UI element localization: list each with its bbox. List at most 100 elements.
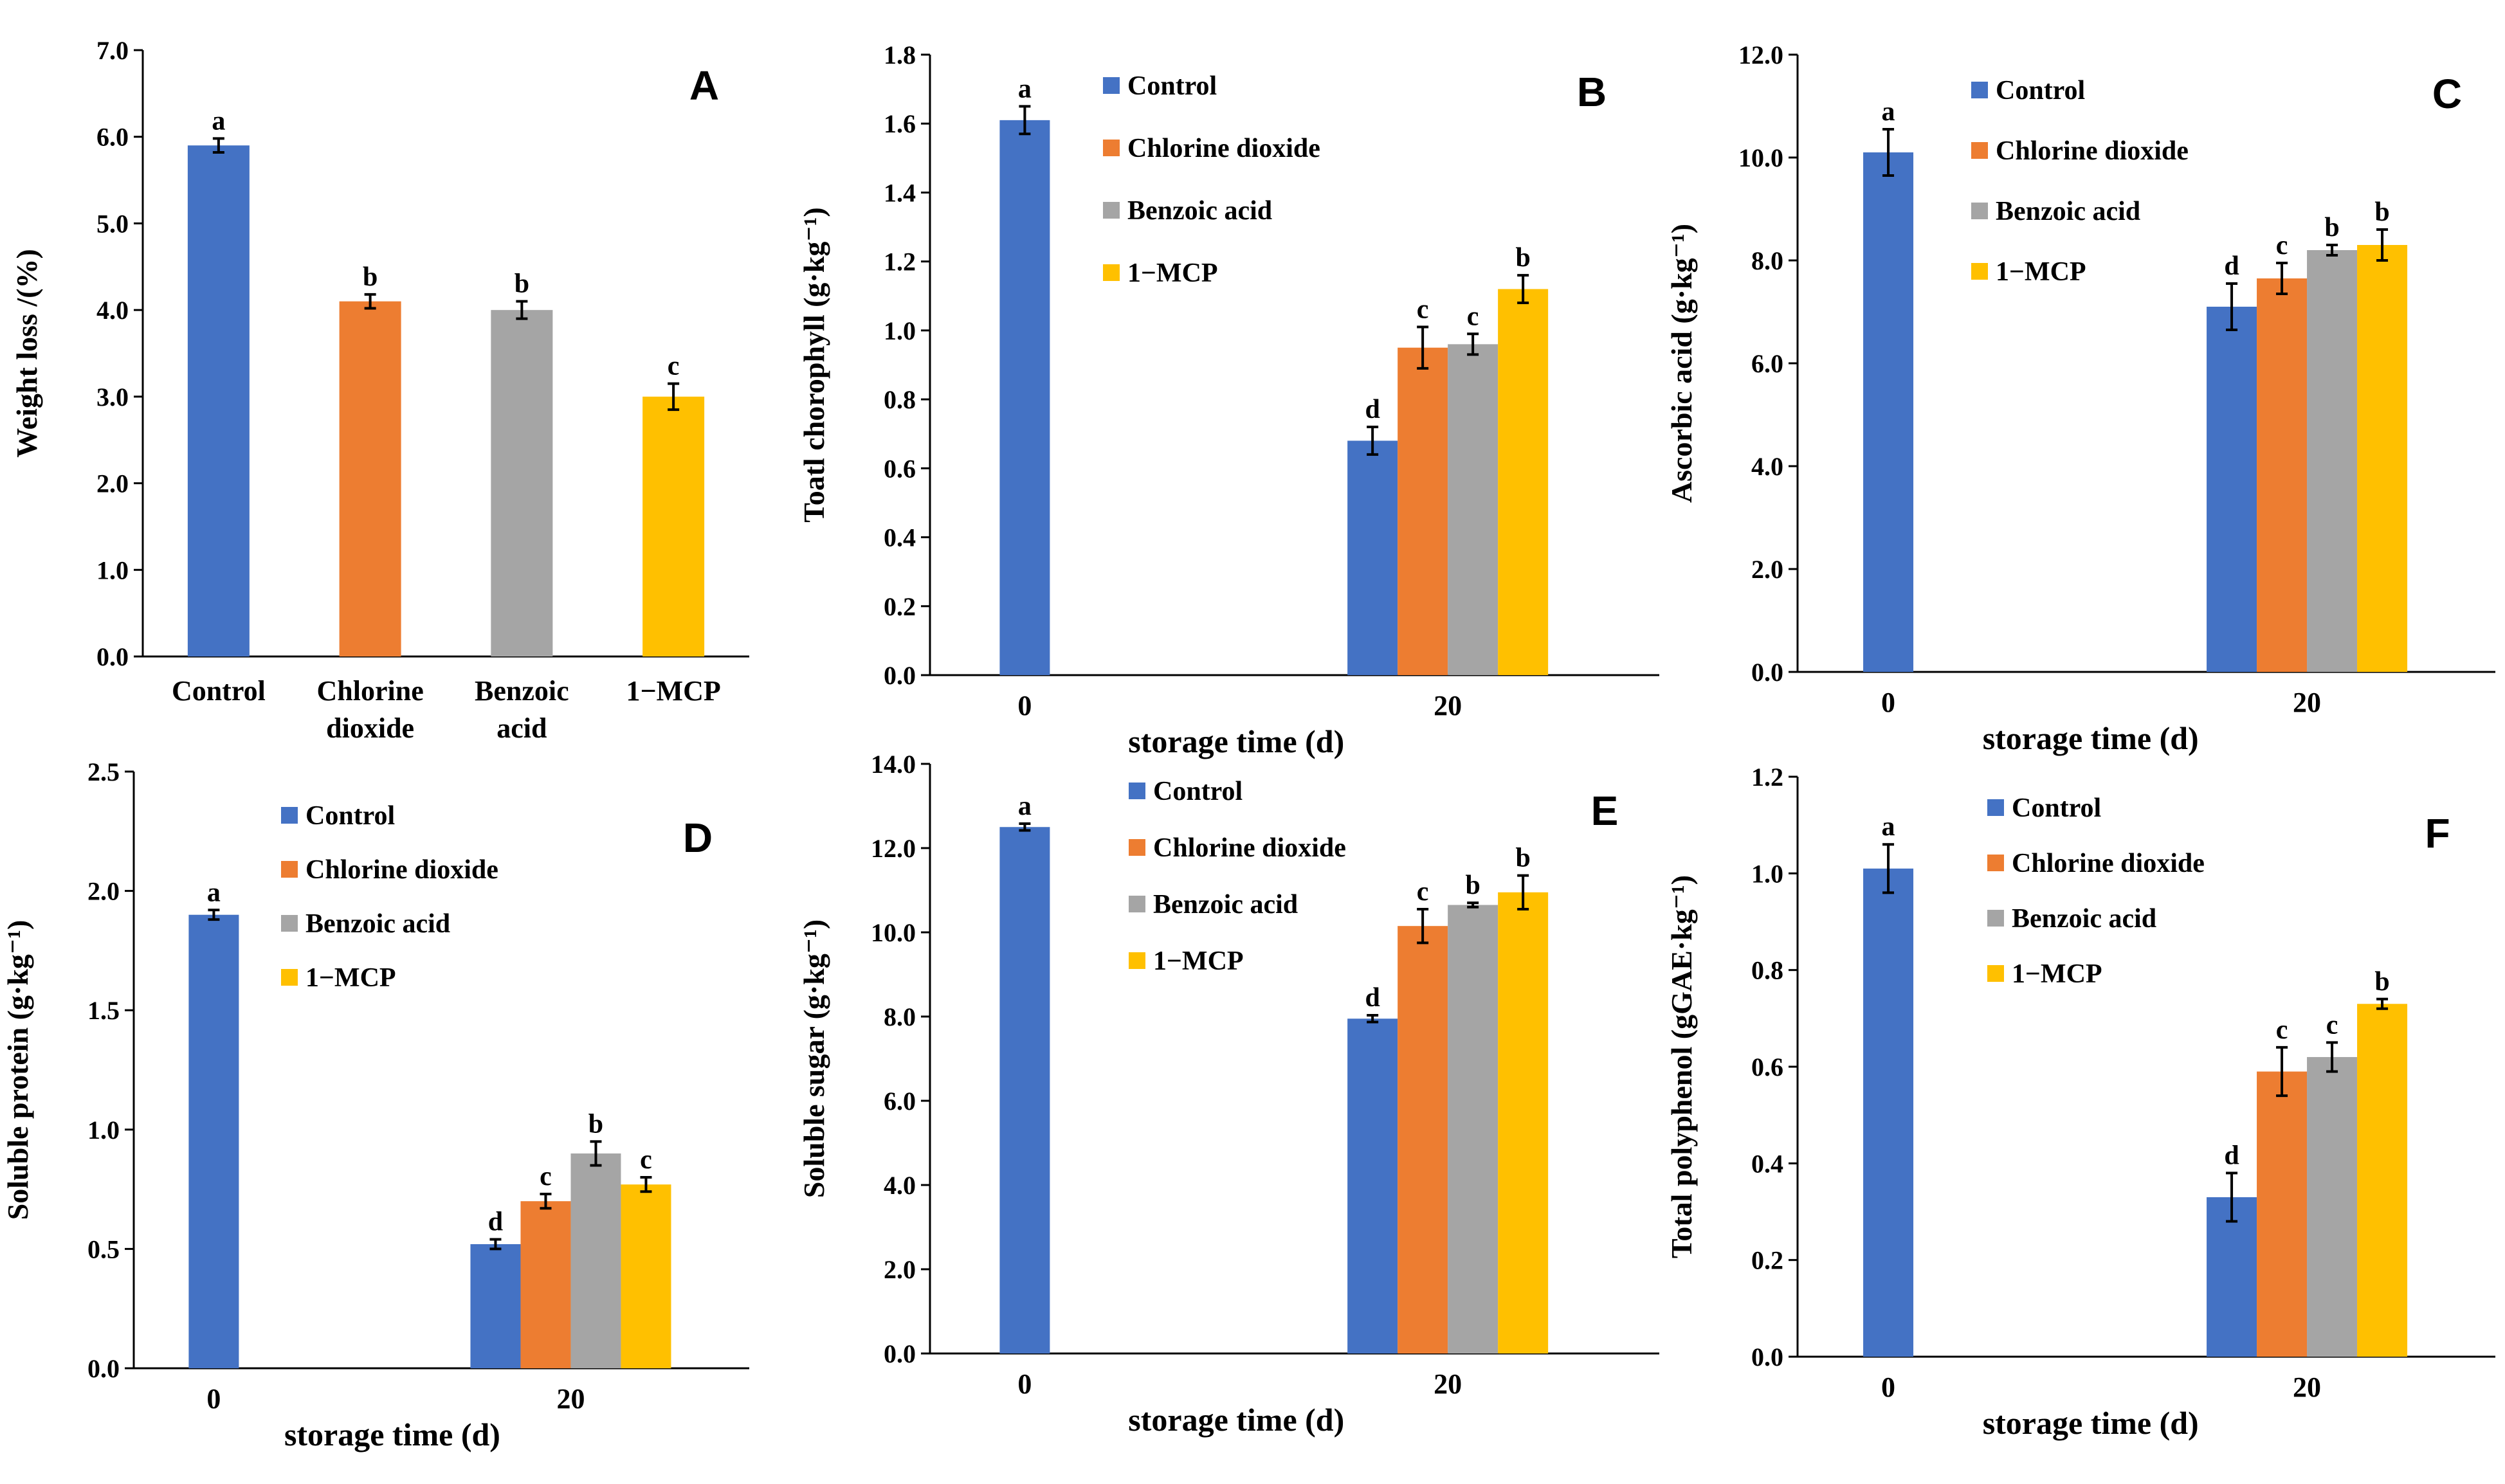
x-group-label: 0 [1017, 690, 1032, 721]
y-tick-label: 12.0 [1738, 41, 1783, 69]
y-tick-label: 4.0 [1751, 452, 1783, 481]
legend-label: Chlorine dioxide [1996, 136, 2189, 166]
significance-letter: a [1882, 97, 1895, 127]
significance-letter: c [1417, 295, 1429, 325]
legend-swatch [281, 807, 298, 824]
bar [520, 1201, 571, 1368]
bar [2357, 1004, 2408, 1357]
legend-swatch [1987, 965, 2004, 982]
x-category-label: 1−MCP [626, 675, 720, 707]
significance-letter: c [1417, 877, 1429, 907]
y-tick-label: 0.5 [87, 1235, 120, 1263]
panel-label: E [1591, 788, 1619, 834]
y-axis-title: Soluble sugar (g·kg⁻¹) [797, 919, 830, 1198]
x-group-label: 0 [206, 1383, 221, 1415]
significance-letter: c [2276, 1015, 2288, 1045]
bar [621, 1184, 671, 1368]
bar [1448, 905, 1498, 1353]
bar [1347, 1018, 1398, 1353]
legend-swatch [1129, 783, 1145, 799]
bar [2307, 1056, 2358, 1357]
legend-label: 1−MCP [1127, 258, 1218, 288]
chart-panel-B: 0.0 0.2 0.4 0.6 0.8 1.0 1.2 1.4 1.6 1.8 Toatl chor… [797, 41, 1659, 759]
legend-label: 1−MCP [1153, 946, 1244, 976]
y-tick-label: 0.0 [96, 642, 129, 671]
y-tick-label: 2.0 [96, 469, 129, 498]
bar [1863, 868, 1914, 1357]
y-tick-label: 10.0 [1738, 143, 1783, 172]
y-axis-title: Soluble protein (g·kg⁻¹) [1, 920, 34, 1220]
legend-swatch [281, 861, 298, 878]
chart-panel-D: 0.0 0.5 1.0 1.5 2.0 2.5 Soluble protein (g·kg⁻… [1, 757, 749, 1452]
significance-letter: b [2374, 197, 2389, 227]
x-axis-title: storage time (d) [1983, 1405, 2199, 1441]
y-tick-label: 0.0 [1751, 1343, 1783, 1371]
panel-label: F [2425, 810, 2450, 856]
y-tick-label: 0.0 [884, 661, 916, 690]
legend-swatch [1971, 82, 1988, 98]
bar [1863, 152, 1914, 672]
legend-swatch [1987, 910, 2004, 927]
y-tick-label: 5.0 [96, 209, 129, 238]
significance-letter: b [2374, 967, 2389, 997]
significance-letter: b [1515, 243, 1530, 273]
panel-label: D [683, 815, 713, 861]
y-tick-label: 2.0 [87, 877, 120, 906]
x-group-label: 0 [1881, 1371, 1895, 1403]
legend-label: Benzoic acid [305, 909, 450, 939]
y-tick-label: 12.0 [871, 834, 916, 863]
legend-label: 1−MCP [305, 963, 396, 993]
bar [1398, 926, 1448, 1353]
legend-label: Chlorine dioxide [1127, 134, 1320, 163]
legend-swatch [1103, 140, 1120, 156]
x-category-label: Chlorine [317, 675, 424, 707]
x-axis-title: storage time (d) [1128, 1402, 1344, 1438]
bar [187, 145, 250, 656]
significance-letter: c [2326, 1010, 2338, 1040]
y-tick-label: 0.2 [1751, 1246, 1783, 1275]
legend-label: Control [1127, 71, 1217, 101]
y-tick-label: 0.0 [87, 1354, 120, 1383]
x-category-label: Control [172, 675, 266, 707]
legend-swatch [281, 915, 298, 932]
y-tick-label: 3.0 [96, 383, 129, 412]
legend-swatch [1129, 839, 1145, 856]
significance-letter: a [1018, 74, 1032, 104]
bar [999, 827, 1050, 1353]
significance-letter: c [2276, 231, 2288, 260]
x-category-label: Benzoic [475, 675, 569, 707]
significance-letter: b [515, 269, 529, 299]
x-axis-title: storage time (d) [1983, 720, 2199, 756]
legend-label: Control [1996, 76, 2085, 105]
significance-letter: d [2224, 251, 2239, 281]
bar [2207, 1197, 2257, 1357]
bar [1398, 347, 1448, 675]
bar [1448, 344, 1498, 675]
x-group-label: 20 [1434, 1368, 1462, 1400]
legend-label: Benzoic acid [1153, 890, 1298, 919]
y-tick-label: 8.0 [1751, 246, 1783, 275]
y-tick-label: 1.0 [87, 1116, 120, 1145]
significance-letter: d [488, 1208, 503, 1237]
y-tick-label: 0.8 [884, 385, 916, 414]
legend-swatch [1971, 203, 1988, 219]
panel-label: A [689, 62, 719, 109]
chart-panel-E: 0.0 2.0 4.0 6.0 8.0 10.0 12.0 14.0 Soluble sugar… [797, 750, 1659, 1438]
chart-panel-C: 0.0 2.0 4.0 6.0 8.0 10.0 12.0 Ascorbic acid (g·… [1665, 41, 2495, 756]
significance-letter: b [363, 262, 378, 292]
x-axis-title: storage time (d) [284, 1416, 500, 1452]
x-category-label: dioxide [326, 712, 414, 744]
significance-letter: b [2324, 213, 2339, 242]
bar [2357, 245, 2408, 672]
y-tick-label: 6.0 [884, 1087, 916, 1116]
legend-label: Control [2012, 793, 2101, 823]
x-group-label: 20 [556, 1383, 585, 1415]
x-group-label: 20 [1434, 690, 1462, 721]
x-axis-title: storage time (d) [1128, 723, 1344, 759]
x-group-label: 0 [1017, 1368, 1032, 1400]
panel-label: C [2432, 71, 2462, 117]
legend-swatch [1971, 263, 1988, 280]
significance-letter: a [212, 106, 225, 136]
significance-letter: a [207, 878, 221, 907]
x-category-label: acid [496, 712, 547, 744]
